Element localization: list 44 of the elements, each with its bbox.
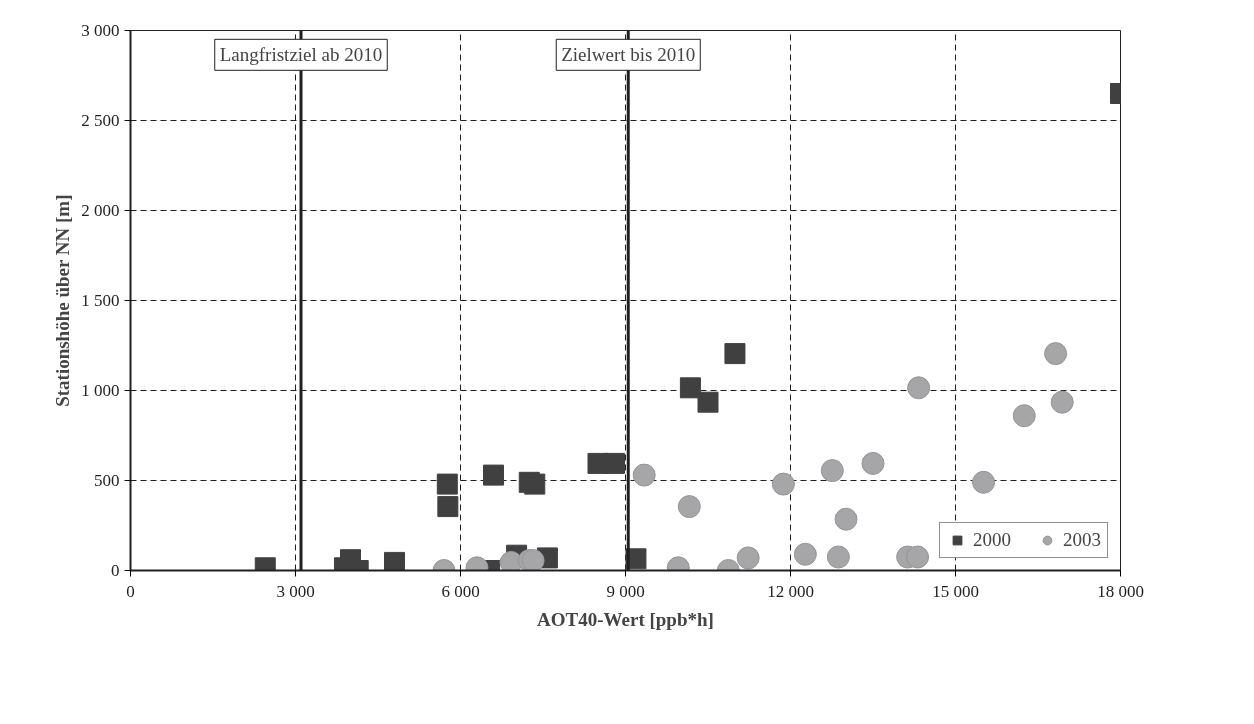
x-axis-title: AOT40-Wert [ppb*h] (537, 608, 714, 630)
point (906, 545, 930, 569)
x-tick-label: 18 000 (1097, 581, 1144, 601)
x-tick-label: 6 000 (441, 581, 480, 601)
y-tick-label: 2 000 (81, 201, 120, 220)
x-tick-label: 0 (126, 581, 135, 601)
point (436, 473, 458, 495)
y-tick-label: 1 000 (81, 381, 120, 400)
point (632, 463, 656, 487)
point (437, 496, 459, 518)
point (677, 495, 701, 519)
y-tick-label: 500 (94, 471, 120, 490)
point (1050, 390, 1074, 414)
legend-label: 2003 (1063, 529, 1101, 551)
y-tick-label: 0 (111, 561, 120, 580)
point (826, 545, 850, 569)
point (1044, 342, 1068, 366)
point (771, 472, 795, 496)
x-tick-label: 9 000 (606, 581, 645, 601)
y-tick-label: 2 500 (81, 111, 120, 130)
y-axis-title: Stationshöhe über NN [m] (52, 194, 74, 407)
point (679, 377, 701, 399)
x-tick-label: 3 000 (276, 581, 315, 601)
y-tick-label: 3 000 (81, 21, 120, 40)
point (724, 343, 746, 365)
point (820, 459, 844, 483)
point (1012, 404, 1036, 428)
point (907, 376, 931, 400)
x-tick-label: 15 000 (932, 581, 979, 601)
x-tick-label: 12 000 (767, 581, 814, 601)
y-tick-label: 1 500 (81, 291, 120, 310)
point (861, 451, 885, 475)
point (834, 507, 858, 531)
point (697, 391, 719, 413)
point (793, 542, 817, 566)
point (524, 473, 546, 495)
ref-line-label: Zielwert bis 2010 (561, 44, 696, 66)
point (736, 546, 760, 570)
legend-label: 2000 (973, 529, 1011, 551)
point (972, 470, 996, 494)
point (384, 551, 405, 571)
point (604, 452, 625, 474)
ref-line-label: Langfristziel ab 2010 (219, 44, 383, 66)
point (483, 464, 504, 486)
